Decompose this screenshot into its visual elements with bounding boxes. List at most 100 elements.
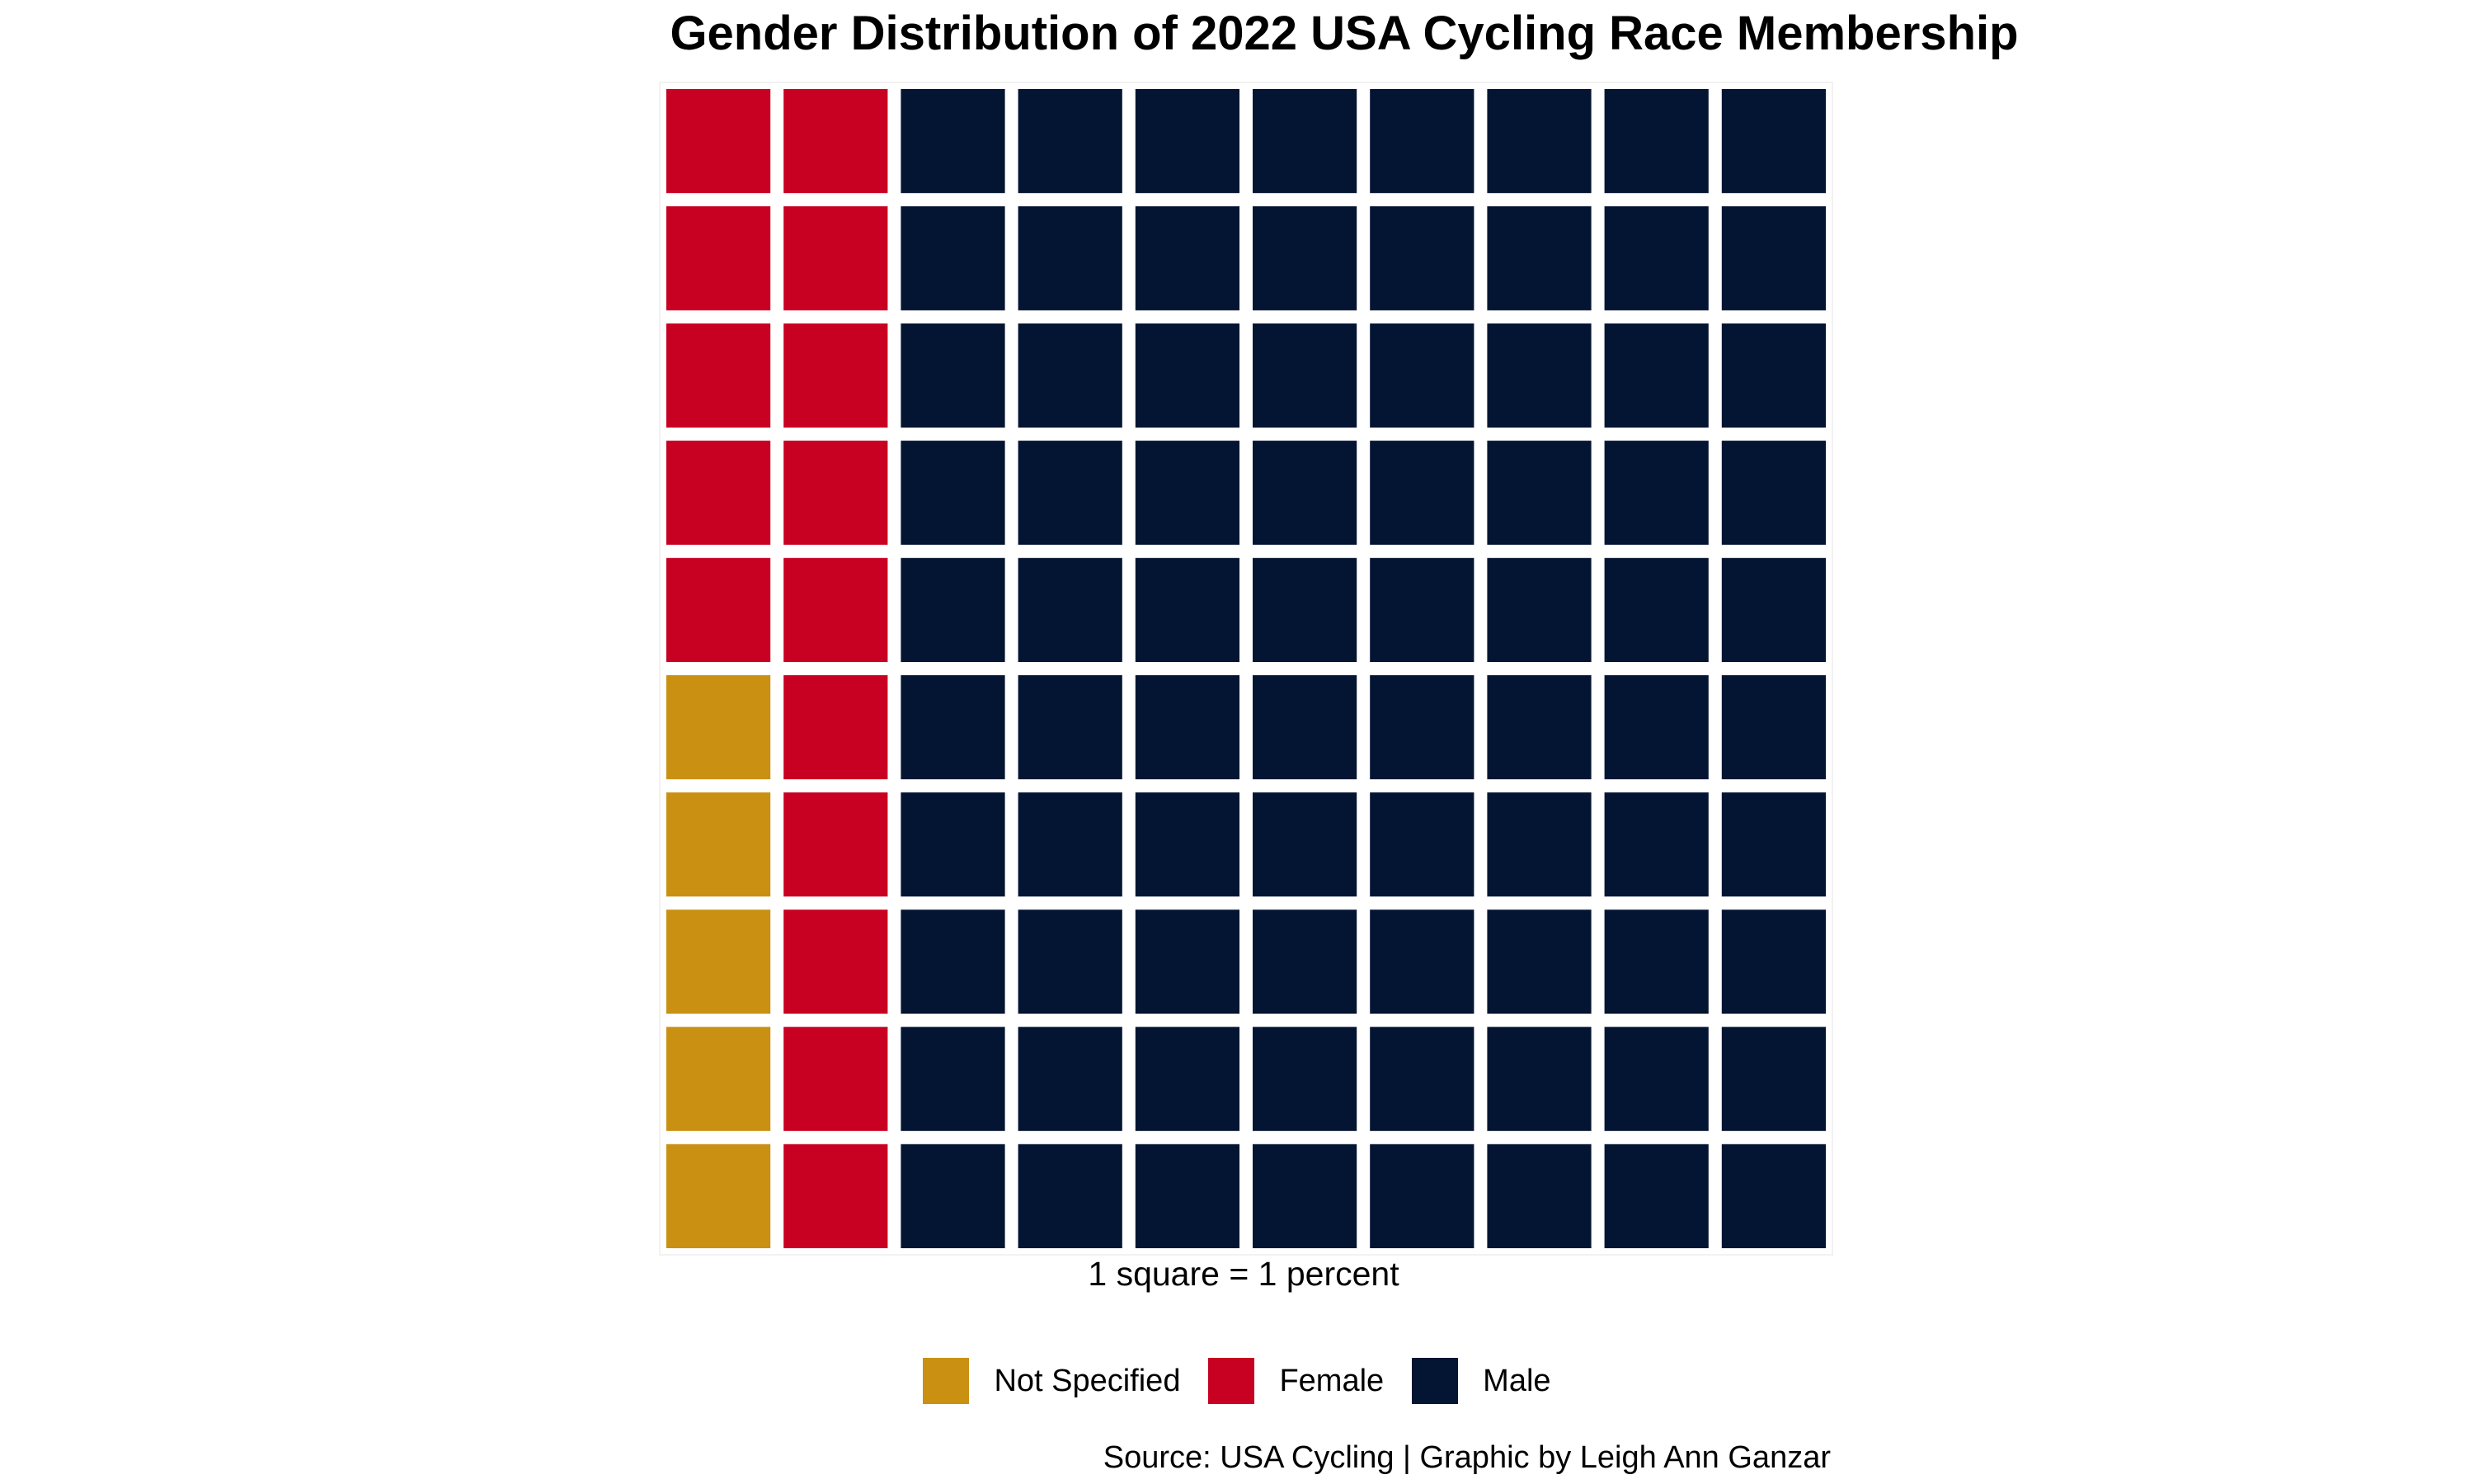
waffle-square-male (1487, 909, 1592, 1014)
waffle-square-female (783, 909, 888, 1014)
waffle-square-male (1721, 1144, 1826, 1248)
waffle-square-male (1370, 440, 1475, 545)
waffle-square-male (1253, 323, 1357, 428)
waffle-square-male (1721, 1026, 1826, 1131)
waffle-square-male (1604, 1026, 1709, 1131)
waffle-square-male (1604, 557, 1709, 662)
waffle-square-not-specified (666, 792, 771, 897)
waffle-square-male (1018, 1026, 1122, 1131)
waffle-square-male (1018, 323, 1122, 428)
waffle-square-male (1135, 206, 1239, 311)
waffle-square-male (901, 206, 1005, 311)
waffle-square-female (783, 557, 888, 662)
waffle-square-male (1721, 440, 1826, 545)
waffle-square-male (1135, 675, 1239, 780)
waffle-square-not-specified (666, 1026, 771, 1131)
waffle-square-male (1253, 792, 1357, 897)
waffle-square-male (1604, 909, 1709, 1014)
waffle-square-male (901, 557, 1005, 662)
waffle-square-female (783, 323, 888, 428)
legend-label-not-specified: Not Specified (994, 1364, 1181, 1398)
waffle-square-female (666, 323, 771, 428)
chart-source: Source: USA Cycling | Graphic by Leigh A… (1103, 1440, 1831, 1475)
waffle-square-male (1721, 909, 1826, 1014)
waffle-square-male (901, 675, 1005, 780)
waffle-square-male (1018, 440, 1122, 545)
legend-key-male (1412, 1358, 1459, 1404)
waffle-square-male (1487, 440, 1592, 545)
waffle-square-male (1370, 89, 1475, 194)
waffle-square-male (1370, 675, 1475, 780)
waffle-square-male (1253, 206, 1357, 311)
waffle-square-male (1487, 557, 1592, 662)
waffle-square-female (783, 1026, 888, 1131)
legend-item-male: Male (1412, 1358, 1551, 1404)
waffle-square-male (1018, 675, 1122, 780)
waffle-square-male (1604, 323, 1709, 428)
waffle-frame (659, 82, 1833, 1256)
legend-label-female: Female (1279, 1364, 1385, 1398)
waffle-square-not-specified (666, 1144, 771, 1248)
waffle-square-male (1487, 1026, 1592, 1131)
waffle-square-male (1721, 323, 1826, 428)
waffle-square-male (1018, 909, 1122, 1014)
waffle-square-male (1487, 89, 1592, 194)
waffle-square-male (1135, 1144, 1239, 1248)
waffle-square-female (783, 206, 888, 311)
waffle-square-female (666, 440, 771, 545)
waffle-square-male (1253, 89, 1357, 194)
waffle-square-female (666, 206, 771, 311)
waffle-square-male (1604, 792, 1709, 897)
waffle-square-male (901, 89, 1005, 194)
waffle-square-male (1253, 909, 1357, 1014)
waffle-square-male (1604, 440, 1709, 545)
waffle-square-male (1135, 792, 1239, 897)
waffle-square-male (1018, 1144, 1122, 1248)
waffle-square-male (1370, 792, 1475, 897)
waffle-square-male (1253, 440, 1357, 545)
waffle-square-male (1135, 909, 1239, 1014)
waffle-square-female (666, 89, 771, 194)
waffle-square-male (1604, 1144, 1709, 1248)
waffle-square-male (1135, 89, 1239, 194)
legend-key-female (1208, 1358, 1255, 1404)
legend: Not Specified Female Male (0, 1352, 2474, 1410)
waffle-square-male (1721, 89, 1826, 194)
waffle-square-male (1018, 89, 1122, 194)
waffle-square-male (1370, 206, 1475, 311)
legend-label-male: Male (1483, 1364, 1551, 1398)
waffle-square-male (1135, 323, 1239, 428)
legend-item-female: Female (1208, 1358, 1384, 1404)
chart-title: Gender Distribution of 2022 USA Cycling … (670, 7, 2019, 60)
waffle-square-male (1721, 792, 1826, 897)
waffle-square-male (1370, 557, 1475, 662)
waffle-square-male (1487, 792, 1592, 897)
waffle-square-male (1370, 909, 1475, 1014)
waffle-square-male (1135, 1026, 1239, 1131)
waffle-square-male (1018, 792, 1122, 897)
waffle-square-male (1135, 440, 1239, 545)
legend-key-not-specified (923, 1358, 970, 1404)
waffle-square-male (1721, 557, 1826, 662)
waffle-square-male (1370, 1026, 1475, 1131)
waffle-square-male (1018, 206, 1122, 311)
waffle-square-male (1253, 1026, 1357, 1131)
waffle-square-male (901, 1144, 1005, 1248)
waffle-square-male (1253, 1144, 1357, 1248)
waffle-square-male (1487, 323, 1592, 428)
waffle-square-male (901, 323, 1005, 428)
waffle-square-male (1370, 1144, 1475, 1248)
waffle-square-not-specified (666, 909, 771, 1014)
waffle-square-male (901, 1026, 1005, 1131)
waffle-square-male (1370, 323, 1475, 428)
waffle-square-male (1487, 675, 1592, 780)
waffle-square-female (666, 557, 771, 662)
waffle-square-female (783, 1144, 888, 1248)
waffle-square-male (1604, 89, 1709, 194)
waffle-square-male (1721, 206, 1826, 311)
waffle-square-female (783, 675, 888, 780)
waffle-square-male (1135, 557, 1239, 662)
waffle-square-male (1018, 557, 1122, 662)
waffle-square-female (783, 792, 888, 897)
